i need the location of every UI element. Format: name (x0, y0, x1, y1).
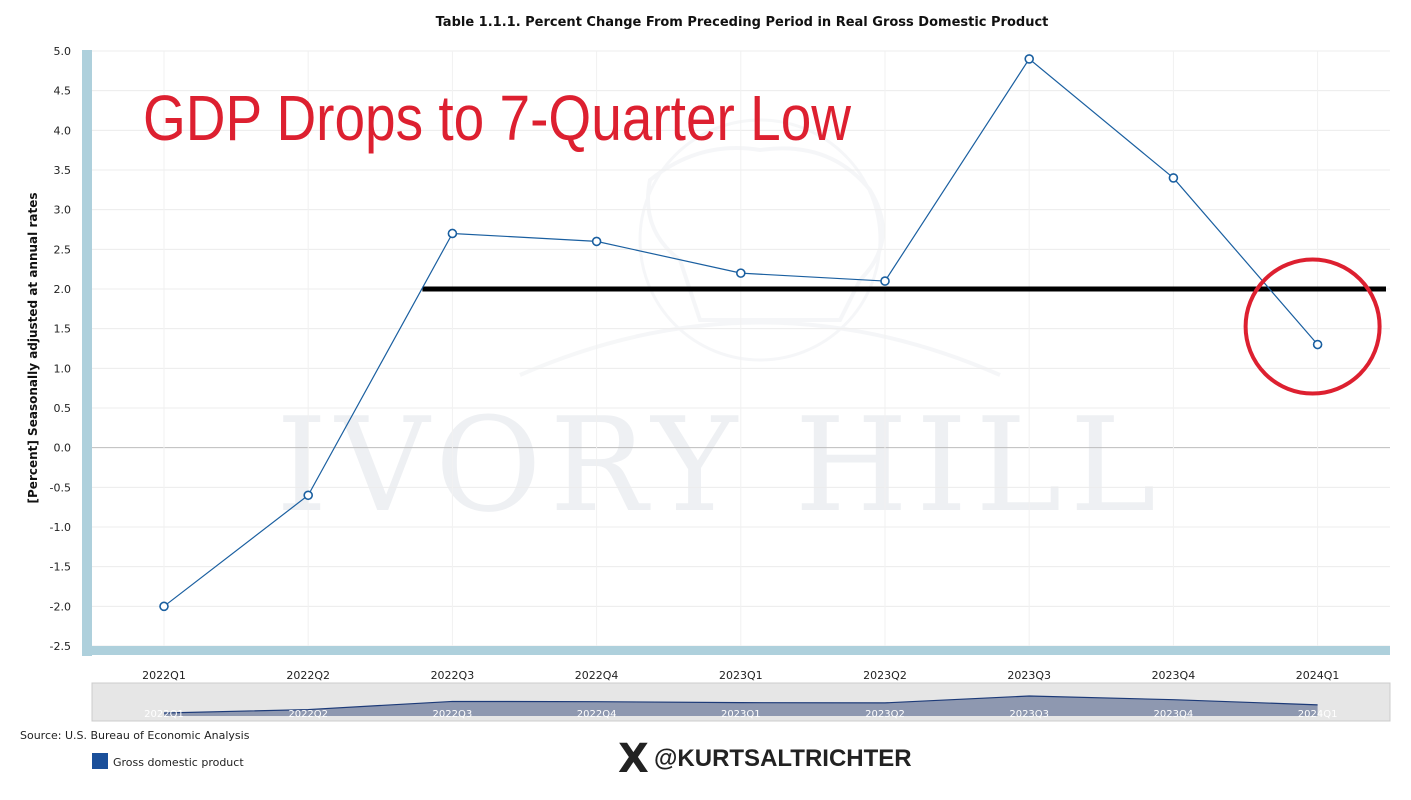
navigator-tick-label: 2023Q2 (865, 709, 905, 720)
navigator-area (164, 696, 1318, 716)
data-point-2022Q4[interactable] (591, 236, 602, 247)
y-tick-label: 3.5 (54, 164, 72, 177)
navigator-tick-label: 2022Q4 (577, 709, 617, 720)
y-axis-label: [Percent] Seasonally adjusted at annual … (26, 193, 40, 504)
plot-bottom-frame (92, 646, 1390, 655)
x-tick-label: 2023Q4 (1152, 669, 1196, 682)
y-tick-label: 4.0 (54, 124, 72, 137)
navigator-tick-label: 2022Q2 (288, 709, 328, 720)
data-point-2023Q2[interactable] (880, 276, 890, 286)
x-axis-ticks: 2022Q1 2022Q2 2022Q3 2022Q4 2023Q1 2023Q2 2023… (142, 669, 1339, 682)
data-point-2023Q3[interactable] (1024, 54, 1034, 64)
data-point-2022Q3[interactable] (447, 228, 458, 239)
highlight-group (1243, 257, 1382, 396)
navigator-tick-label: 2023Q3 (1009, 709, 1049, 720)
x-logo-icon: X (618, 736, 649, 782)
watermark-text: IVORY HILL (276, 389, 1164, 541)
data-point-2022Q1[interactable] (159, 601, 169, 612)
y-tick-label: 0.0 (54, 442, 72, 455)
x-tick-label: 2022Q2 (286, 669, 330, 682)
headline-annotation: GDP Drops to 7-Quarter Low (143, 82, 852, 154)
y-tick-label: 5.0 (54, 45, 72, 58)
y-tick-label: 3.0 (54, 204, 72, 217)
source-note: Source: U.S. Bureau of Economic Analysis (20, 729, 250, 742)
navigator-tick-label: 2024Q1 (1298, 709, 1338, 720)
y-axis-ticks: 5.0 4.5 4.0 3.5 3.0 2.5 2.0 1.5 1.0 0.5 0.0 -0.5 -1.… (50, 45, 71, 653)
x-tick-label: 2023Q2 (863, 669, 907, 682)
navigator-tick-label: 2023Q4 (1154, 709, 1194, 720)
data-point-2022Q2[interactable] (303, 490, 314, 501)
navigator-series: 2022Q1 2022Q2 2022Q3 2022Q4 2023Q1 2023Q2 2023… (144, 695, 1338, 720)
y-tick-label: 0.5 (54, 402, 72, 415)
y-tick-label: 4.5 (54, 85, 72, 98)
grid-lines (92, 50, 1390, 647)
navigator-tick-label: 2023Q1 (721, 709, 761, 720)
plot-left-frame (82, 50, 92, 656)
highlight-circle (1243, 257, 1382, 396)
data-point-2023Q1[interactable] (735, 268, 746, 278)
y-tick-label: -0.5 (50, 481, 71, 494)
legend-swatch[interactable] (92, 753, 108, 769)
data-point-2024Q1[interactable] (1312, 339, 1323, 350)
y-tick-label: 2.0 (54, 283, 72, 296)
x-tick-label: 2022Q3 (431, 669, 475, 682)
x-tick-label: 2023Q1 (719, 669, 763, 682)
x-tick-label: 2023Q3 (1007, 669, 1051, 682)
navigator-tick-label: 2022Q3 (433, 709, 473, 720)
x-tick-label: 2024Q1 (1296, 669, 1340, 682)
y-tick-label: 1.0 (54, 362, 72, 375)
data-point-2023Q4[interactable] (1168, 173, 1179, 183)
y-tick-label: -1.5 (50, 561, 71, 574)
y-tick-label: -1.0 (50, 521, 71, 534)
legend-label[interactable]: Gross domestic product (113, 756, 244, 769)
y-tick-label: -2.5 (50, 640, 71, 653)
navigator-line (163, 695, 1318, 714)
navigator-tick-label: 2022Q1 (144, 709, 184, 720)
chart-title: Table 1.1.1. Percent Change From Precedi… (436, 15, 1049, 30)
y-tick-label: 2.5 (54, 243, 72, 256)
marker-group (159, 54, 1323, 612)
watermark-logo (519, 118, 1001, 377)
y-tick-label: 1.5 (54, 323, 72, 336)
x-tick-label: 2022Q4 (575, 669, 619, 682)
y-tick-label: -2.0 (50, 600, 71, 613)
social-handle: @KURTSALTRICHTER (654, 745, 912, 772)
x-tick-label: 2022Q1 (142, 669, 186, 682)
